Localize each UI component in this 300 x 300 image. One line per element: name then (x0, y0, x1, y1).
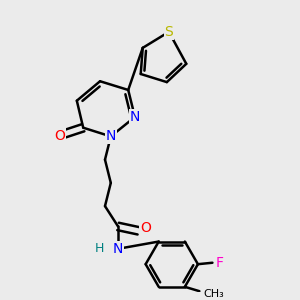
Text: O: O (140, 221, 151, 235)
Text: N: N (113, 242, 123, 256)
Text: H: H (94, 242, 104, 255)
Text: S: S (164, 25, 173, 39)
Text: O: O (54, 128, 65, 142)
Text: N: N (130, 110, 140, 124)
Text: N: N (106, 129, 116, 143)
Text: CH₃: CH₃ (204, 289, 224, 299)
Text: F: F (216, 256, 224, 270)
